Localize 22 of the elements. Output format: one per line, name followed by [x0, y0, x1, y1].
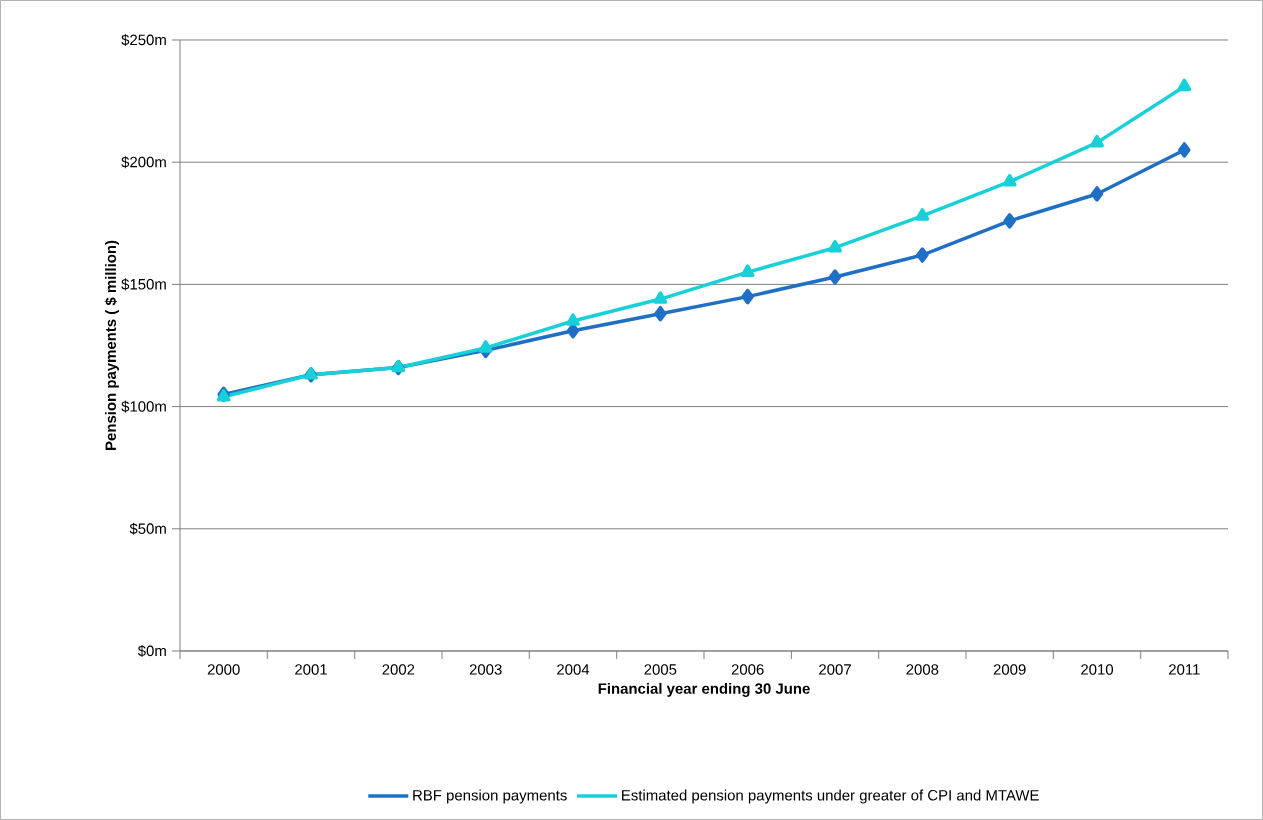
x-tick-label: 2005: [644, 664, 677, 675]
x-tick-label: 2007: [819, 664, 851, 675]
y-tick-label: $100m: [121, 400, 166, 413]
y-tick-label: $50m: [129, 522, 166, 535]
legend-label: Estimated pension payments under greater of CPI and MTAWE: [622, 789, 1039, 804]
y-axis-title: Pension payments ( $ million): [104, 240, 119, 450]
x-tick-label: 2009: [993, 664, 1026, 675]
x-tick-label: 2011: [1169, 664, 1200, 675]
x-tick-label: 2006: [731, 664, 764, 675]
x-axis-title: Financial year ending 30 June: [598, 682, 810, 697]
y-tick-label: $0m: [137, 644, 166, 658]
x-tick-label: 2004: [557, 664, 590, 675]
y-tick-label: $250m: [121, 33, 166, 47]
x-tick-label: 2002: [382, 664, 415, 675]
y-tick-label: $200m: [121, 156, 166, 169]
x-tick-label: 2008: [906, 664, 939, 675]
x-tick-label: 2001: [295, 664, 327, 675]
legend-label: RBF pension payments: [413, 789, 567, 804]
y-tick-label: $150m: [121, 278, 166, 291]
x-tick-label: 2000: [207, 664, 240, 675]
x-tick-label: 2010: [1081, 664, 1114, 675]
x-tick-label: 2003: [469, 664, 502, 675]
